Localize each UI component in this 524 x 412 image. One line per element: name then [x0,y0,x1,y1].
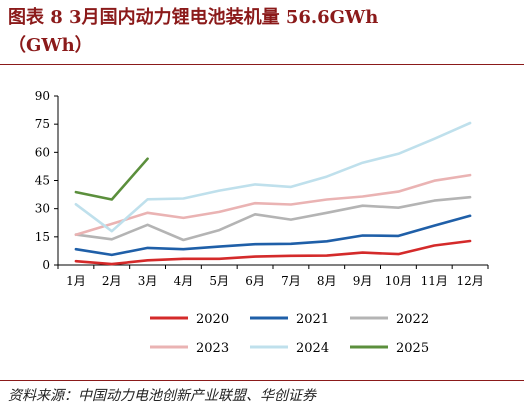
series-line-2025 [74,157,149,201]
x-tick-label: 4月 [174,274,194,288]
series-line-2024 [74,121,472,233]
x-tick-label: 1月 [66,274,86,288]
series-line-2021 [74,214,472,257]
series-line-2020 [74,239,472,266]
series-line-2023 [74,173,472,237]
x-tick-label: 11月 [421,274,448,288]
x-tick-label: 5月 [209,274,229,288]
y-tick-label: 75 [35,117,50,131]
chart: 0 15 30 45 60 75 90 1月 2月 3月 4月 5月 6月 7月 8月 9月 10月 11月 12月… [35,89,489,356]
x-tick-label: 10月 [385,274,412,288]
footer-divider [0,380,524,381]
y-tick-label: 60 [35,145,50,159]
x-tick-label: 6月 [245,274,265,288]
figure-title-block: 图表 8 3月国内动力锂电池装机量 56.6GWh （GWh） [8,4,518,60]
title-divider [0,64,524,65]
series-line-2022 [74,195,472,242]
x-tick-label: 12月 [456,274,483,288]
legend-label-2023: 2023 [196,341,229,356]
source-note: 资料来源：中国动力电池创新产业联盟、华创证券 [8,388,316,404]
legend-label-2025: 2025 [396,341,429,356]
y-tick-label: 45 [35,174,50,188]
legend-label-2020: 2020 [196,312,229,327]
x-tick-label: 7月 [281,274,301,288]
y-tick-label: 30 [35,202,50,216]
y-tick-label: 90 [35,89,50,103]
legend-label-2022: 2022 [396,312,429,327]
x-tick-label: 9月 [353,274,373,288]
x-tick-label: 8月 [317,274,337,288]
x-tick-label: 3月 [138,274,158,288]
figure-subtitle: （GWh） [8,35,93,56]
legend-label-2021: 2021 [296,312,329,327]
x-tick-label: 2月 [102,274,122,288]
y-tick-label: 0 [42,258,50,272]
y-tick-label: 15 [35,230,50,244]
legend-label-2024: 2024 [296,341,329,356]
figure-title: 图表 8 3月国内动力锂电池装机量 56.6GWh [8,7,379,28]
